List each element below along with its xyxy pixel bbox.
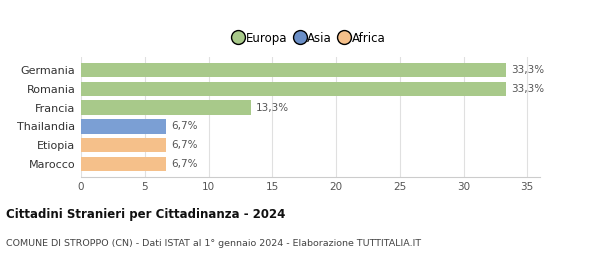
Bar <box>81 100 251 115</box>
Bar <box>81 63 506 77</box>
Legend: Europa, Asia, Africa: Europa, Asia, Africa <box>230 27 391 50</box>
Text: 33,3%: 33,3% <box>511 65 544 75</box>
Text: COMUNE DI STROPPO (CN) - Dati ISTAT al 1° gennaio 2024 - Elaborazione TUTTITALIA: COMUNE DI STROPPO (CN) - Dati ISTAT al 1… <box>6 239 421 248</box>
Text: Cittadini Stranieri per Cittadinanza - 2024: Cittadini Stranieri per Cittadinanza - 2… <box>6 208 286 221</box>
Text: 6,7%: 6,7% <box>172 121 198 132</box>
Bar <box>81 119 166 134</box>
Text: 13,3%: 13,3% <box>256 102 289 113</box>
Text: 33,3%: 33,3% <box>511 84 544 94</box>
Bar <box>81 82 506 96</box>
Bar <box>81 157 166 171</box>
Bar <box>81 138 166 152</box>
Text: 6,7%: 6,7% <box>172 159 198 169</box>
Text: 6,7%: 6,7% <box>172 140 198 150</box>
